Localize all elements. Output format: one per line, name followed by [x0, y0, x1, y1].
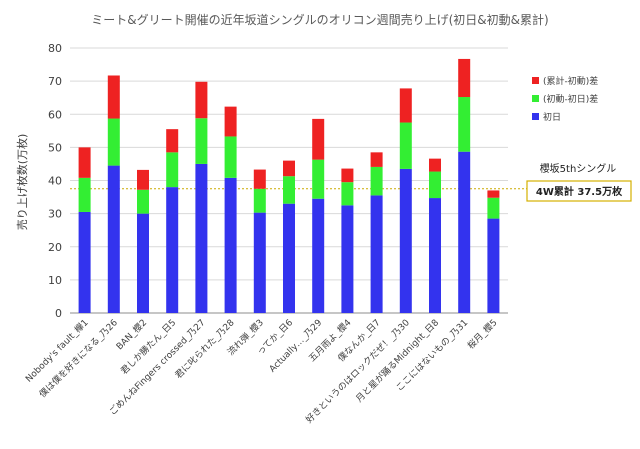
bar-segment [107, 75, 120, 119]
y-tick-label: 20 [48, 241, 62, 254]
bar-segment [341, 182, 354, 206]
x-tick-label: 桜月_櫻5 [465, 317, 500, 352]
bar-segment [399, 88, 412, 123]
bar-segment [283, 176, 295, 204]
y-tick-labels: 0 10 20 30 40 50 60 70 80 [48, 42, 62, 320]
bar-segment [78, 177, 91, 212]
y-tick-label: 70 [48, 75, 62, 88]
legend-label: 初日 [543, 111, 561, 123]
legend-label: (累計-初動)差 [543, 75, 598, 87]
bar-segment [166, 187, 179, 313]
y-axis-label: 売り上げ枚数(万枚) [15, 134, 29, 231]
bar-segment [487, 197, 500, 219]
legend-swatch [532, 77, 539, 84]
y-tick-label: 80 [48, 42, 62, 55]
bars [78, 58, 500, 313]
bar-segment [429, 198, 441, 313]
annotation-box-text: 4W累計 37.5万枚 [536, 185, 623, 198]
bar-segment [253, 169, 266, 189]
bar-segment [78, 147, 91, 178]
legend-swatch [532, 95, 539, 102]
bar-segment [487, 218, 500, 313]
bar-segment [370, 152, 383, 167]
x-tick-label: 好きというのはロックだぜ！_乃30 [303, 316, 412, 425]
annotation-label: 櫻坂5thシングル [540, 162, 617, 175]
y-tick-label: 50 [48, 141, 62, 154]
bar-segment [224, 177, 237, 313]
bar-segment [78, 211, 91, 313]
bar-segment [107, 118, 120, 166]
bar-segment [341, 205, 354, 313]
bar-segment [195, 163, 208, 313]
bar-segment [487, 190, 500, 198]
legend-swatch [532, 113, 539, 120]
bar-segment [312, 198, 325, 313]
bar-segment [312, 159, 325, 199]
bar-segment [195, 118, 208, 164]
annotation-box [526, 180, 632, 202]
bar-segment [283, 160, 295, 177]
bar-segment [399, 168, 412, 313]
bar-segment [370, 166, 383, 196]
y-tick-label: 10 [48, 274, 62, 287]
x-tick-label: Actually…_乃29 [267, 317, 324, 374]
bar-segment [137, 213, 149, 313]
bar-segment [253, 188, 266, 213]
bar-segment [166, 152, 179, 188]
bar-segment [283, 203, 295, 313]
bar-segment [312, 118, 325, 160]
bar-segment [429, 171, 441, 199]
y-tick-label: 0 [55, 307, 62, 320]
bar-segment [458, 97, 471, 152]
annotation: 櫻坂5thシングル 4W累計 37.5万枚 [526, 162, 632, 202]
legend: (累計-初動)差 (初動-初日)差初日 [532, 75, 598, 123]
bar-segment [107, 165, 120, 313]
bar-segment [458, 151, 471, 313]
legend-label: (初動-初日)差 [543, 93, 598, 105]
chart-title: ミート&グリート開催の近年坂道シングルのオリコン週間売り上げ(初日&初動&累計) [91, 12, 548, 27]
bar-segment [137, 169, 149, 190]
y-tick-label: 30 [48, 208, 62, 221]
x-tick-labels: Nobody's fault_欅1僕は僕を好きになる_乃26BAN_櫻2君しか勝… [23, 316, 499, 425]
bar-segment [341, 168, 354, 183]
y-tick-label: 40 [48, 175, 62, 188]
bar-segment [195, 81, 208, 119]
bar-segment [137, 189, 149, 214]
bar-segment [166, 129, 179, 153]
bar-segment [253, 212, 266, 313]
bar-segment [458, 58, 471, 98]
bar-segment [370, 195, 383, 313]
bar-segment [224, 106, 237, 137]
bar-segment [224, 136, 237, 178]
bar-segment [399, 122, 412, 169]
bar-segment [429, 158, 441, 172]
y-tick-label: 60 [48, 108, 62, 121]
